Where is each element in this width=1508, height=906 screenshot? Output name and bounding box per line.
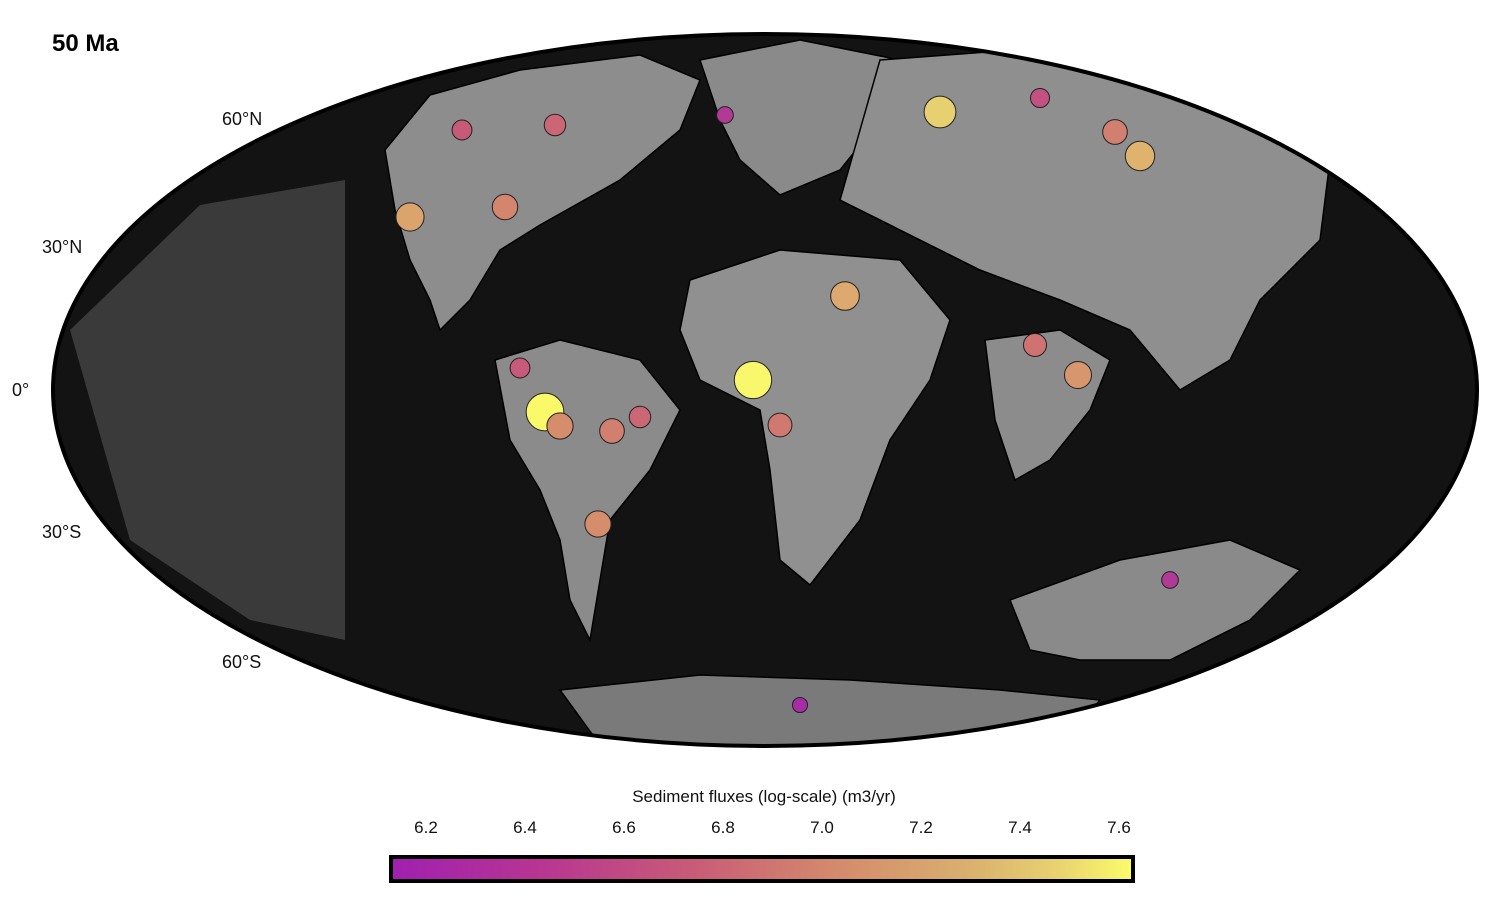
flux-point (628, 405, 652, 429)
map-panel (51, 32, 1479, 748)
flux-point (767, 412, 793, 438)
flux-point (1022, 332, 1048, 358)
flux-point (1102, 119, 1128, 145)
lat-label-30s: 30°S (42, 522, 82, 542)
flux-point (584, 510, 612, 538)
lat-label-0: 0° (12, 380, 30, 400)
flux-point (395, 202, 425, 232)
pacific-seafloor (70, 180, 345, 640)
colorbar-tick: 6.4 (513, 818, 537, 837)
sediment-flux-points (395, 87, 1179, 714)
flux-point (451, 119, 473, 141)
flux-point (543, 113, 567, 137)
greenland-europe (699, 39, 901, 196)
australia-antarctica (1009, 539, 1302, 661)
colorbar (389, 855, 1135, 883)
colorbar-tick: 7.0 (810, 818, 834, 837)
lat-label-60n: 60°N (222, 109, 263, 129)
colorbar-label: Sediment fluxes (log-scale) (m3/yr) (632, 787, 896, 806)
flux-point (830, 281, 860, 311)
flux-point (599, 418, 625, 444)
lat-label-30n: 30°N (42, 237, 83, 257)
colorbar-tick: 7.4 (1008, 818, 1032, 837)
flux-point (1124, 140, 1156, 172)
flux-point (1029, 87, 1051, 109)
colorbar-tick: 7.2 (909, 818, 933, 837)
map-svg (51, 32, 1479, 748)
colorbar-tick: 7.6 (1107, 818, 1131, 837)
lat-label-60s: 60°S (222, 652, 262, 672)
colorbar-tick: 6.8 (711, 818, 735, 837)
flux-point (716, 106, 734, 124)
flux-point (509, 357, 531, 379)
flux-point (1063, 360, 1093, 390)
flux-point (923, 95, 957, 129)
flux-point (546, 412, 574, 440)
globe-border (51, 32, 1479, 748)
flux-point (791, 696, 809, 714)
map-title: 50 Ma (52, 30, 119, 57)
colorbar-tick: 6.2 (414, 818, 438, 837)
colorbar-tick: 6.6 (612, 818, 636, 837)
landmasses (70, 39, 1331, 746)
flux-point (491, 193, 519, 221)
flux-point (733, 360, 773, 400)
africa (679, 249, 951, 587)
colorbar-ticks: 6.2 6.4 6.6 6.8 7.0 7.2 7.4 7.6 (0, 818, 1508, 848)
flux-point (1161, 571, 1179, 589)
